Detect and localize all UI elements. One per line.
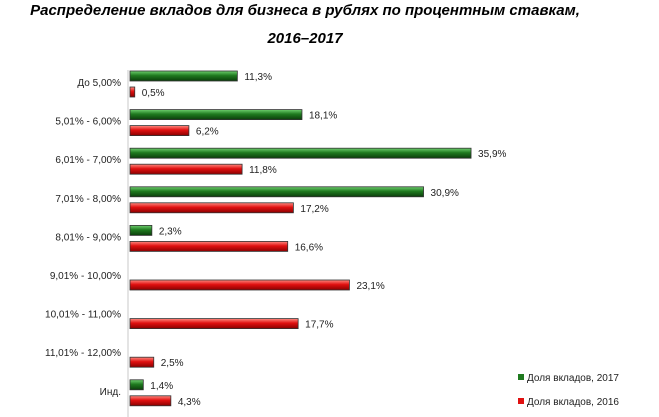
bar-2016 xyxy=(129,356,155,368)
legend: Доля вкладов, 2017 Доля вкладов, 2016 xyxy=(518,373,619,408)
legend-swatch-2017 xyxy=(518,374,524,380)
bar-2017 xyxy=(129,70,238,82)
bar-2016 xyxy=(129,86,136,98)
category-label: До 5,00% xyxy=(77,78,121,89)
chart-title: Распределение вкладов для бизнеса в рубл… xyxy=(30,2,580,19)
bar-2016 xyxy=(129,202,294,214)
data-label: 30,9% xyxy=(431,188,459,199)
bar-2017 xyxy=(129,224,153,236)
bar-2017 xyxy=(129,379,144,391)
data-label: 18,1% xyxy=(309,111,337,122)
data-label: 11,3% xyxy=(244,72,272,83)
category-label: 8,01% - 9,00% xyxy=(55,232,121,243)
legend-label-2017: Доля вкладов, 2017 xyxy=(527,373,619,384)
bar-2016 xyxy=(129,395,172,407)
category-label: 5,01% - 6,00% xyxy=(55,117,121,128)
data-label: 2,3% xyxy=(159,226,182,237)
data-label: 16,6% xyxy=(295,242,323,253)
category-label: 7,01% - 8,00% xyxy=(55,194,121,205)
chart-subtitle: 2016–2017 xyxy=(267,30,343,47)
legend-swatch-2016 xyxy=(518,398,524,404)
bar-2016 xyxy=(129,240,289,252)
bar-2017 xyxy=(129,109,303,120)
bar-2016 xyxy=(129,318,299,330)
category-label: Инд. xyxy=(100,387,121,398)
data-label: 17,2% xyxy=(300,204,328,215)
bar-2016 xyxy=(129,279,350,291)
data-label: 17,7% xyxy=(305,320,333,331)
data-label: 23,1% xyxy=(356,281,384,292)
data-label: 6,2% xyxy=(196,127,219,138)
category-label: 6,01% - 7,00% xyxy=(55,155,121,166)
bar-2016 xyxy=(129,125,190,136)
bar-2016 xyxy=(129,163,243,175)
category-label: 9,01% - 10,00% xyxy=(50,271,121,282)
data-label: 35,9% xyxy=(478,149,506,160)
category-label: 10,01% - 11,00% xyxy=(45,310,121,321)
data-label: 0,5% xyxy=(142,88,165,99)
category-label: 11,01% - 12,00% xyxy=(45,348,121,359)
data-label: 4,3% xyxy=(178,397,201,408)
bar-2017 xyxy=(129,186,424,198)
legend-label-2016: Доля вкладов, 2016 xyxy=(527,397,619,408)
data-label: 1,4% xyxy=(150,381,173,392)
data-label: 11,8% xyxy=(249,165,277,176)
data-label: 2,5% xyxy=(161,358,184,369)
bar-2017 xyxy=(129,147,472,159)
